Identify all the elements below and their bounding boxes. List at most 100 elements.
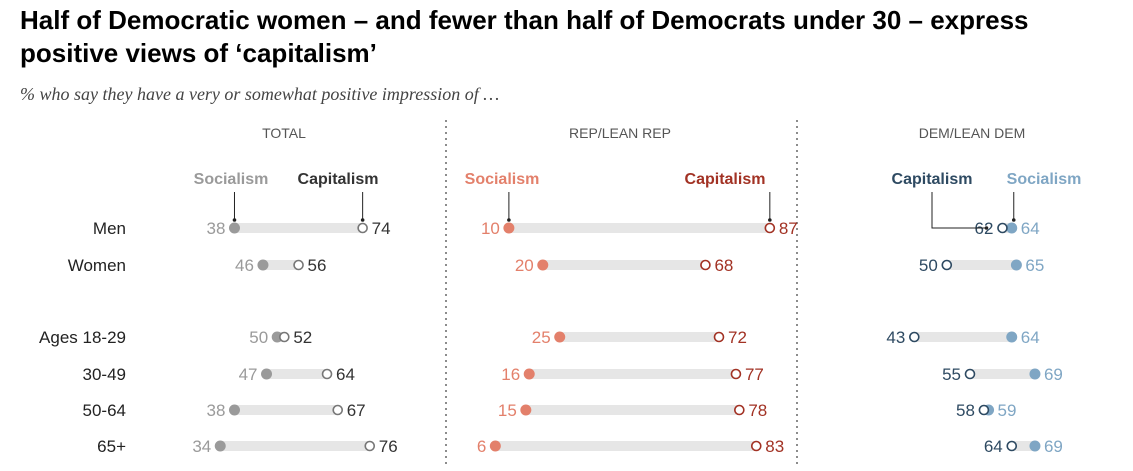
legend-label-socialism: Socialism [465, 171, 540, 188]
capitalism-value: 87 [779, 219, 798, 238]
range-bar [970, 369, 1035, 379]
legend-leader-capitalism [931, 192, 987, 229]
capitalism-value: 43 [886, 328, 905, 347]
range-bar [266, 369, 328, 379]
socialism-value: 20 [515, 256, 534, 275]
legend-leader-end [768, 218, 772, 222]
socialism-value: 64 [1021, 219, 1040, 238]
socialism-value: 59 [998, 401, 1017, 420]
legend-leader-end [360, 218, 365, 222]
panel-title: REP/LEAN REP [569, 125, 671, 141]
socialism-dot [228, 222, 240, 234]
capitalism-value: 74 [372, 219, 391, 238]
legend-label-capitalism: Capitalism [298, 171, 379, 188]
socialism-dot [214, 440, 226, 452]
socialism-value: 38 [207, 401, 226, 420]
capitalism-dot [750, 440, 762, 452]
panel-title: DEM/LEAN DEM [919, 125, 1026, 141]
socialism-dot [1029, 440, 1041, 452]
capitalism-value: 52 [293, 328, 312, 347]
legend-label-capitalism: Capitalism [892, 171, 973, 188]
socialism-dot [1006, 331, 1018, 343]
capitalism-dot [941, 259, 953, 271]
range-bar [508, 223, 770, 233]
capitalism-value: 83 [765, 437, 784, 456]
socialism-dot [520, 404, 532, 416]
capitalism-value: 76 [379, 437, 398, 456]
legend-label-capitalism: Capitalism [685, 171, 766, 188]
capitalism-dot [357, 222, 368, 234]
legend-leader-end [507, 218, 511, 222]
capitalism-dot [909, 331, 920, 343]
capitalism-value: 78 [748, 401, 767, 420]
socialism-value: 50 [249, 328, 268, 347]
socialism-value: 25 [532, 328, 551, 347]
legend-label-socialism: Socialism [194, 171, 269, 188]
socialism-dot [554, 331, 566, 343]
socialism-dot [257, 259, 269, 271]
capitalism-dot [700, 259, 711, 271]
range-bar [1011, 441, 1035, 451]
range-bar [234, 223, 363, 233]
capitalism-value: 55 [942, 365, 961, 384]
socialism-value: 6 [477, 437, 486, 456]
socialism-value: 38 [207, 219, 226, 238]
capitalism-dot [730, 368, 742, 380]
socialism-value: 46 [235, 256, 254, 275]
range-bar [946, 260, 1017, 270]
capitalism-value: 56 [308, 256, 327, 275]
panel-title: TOTAL [262, 125, 306, 141]
capitalism-dot [997, 222, 1008, 234]
capitalism-dot [964, 368, 976, 380]
socialism-dot [1029, 368, 1041, 380]
row-label: Ages 18-29 [39, 328, 126, 347]
capitalism-value: 58 [956, 401, 975, 420]
socialism-value: 34 [192, 437, 211, 456]
legend-label-socialism: Socialism [1007, 171, 1082, 188]
capitalism-value: 72 [728, 328, 747, 347]
range-bar [529, 369, 736, 379]
row-label: 50-64 [83, 401, 126, 420]
socialism-dot [503, 222, 515, 234]
socialism-value: 10 [481, 219, 500, 238]
range-bar [525, 405, 740, 415]
socialism-dot [489, 440, 501, 452]
socialism-dot [1006, 222, 1018, 234]
capitalism-dot [321, 368, 333, 380]
socialism-dot [523, 368, 535, 380]
socialism-value: 47 [239, 365, 258, 384]
socialism-value: 69 [1044, 365, 1063, 384]
chart-subtitle: % who say they have a very or somewhat p… [20, 84, 500, 104]
capitalism-dot [713, 331, 725, 343]
capitalism-dot [332, 404, 344, 416]
socialism-value: 16 [501, 365, 520, 384]
row-label: 30-49 [83, 365, 126, 384]
range-bar [495, 441, 757, 451]
capitalism-dot [279, 331, 290, 343]
capitalism-value: 64 [336, 365, 355, 384]
capitalism-dot [764, 222, 776, 234]
chart-title: Half of Democratic women – and fewer tha… [20, 5, 1029, 68]
legend-leader-end [1011, 218, 1016, 222]
capitalism-value: 67 [347, 401, 366, 420]
capitalism-dot [734, 404, 745, 416]
socialism-value: 15 [498, 401, 517, 420]
row-label: Men [93, 219, 126, 238]
socialism-dot [228, 404, 240, 416]
range-bar [220, 441, 370, 451]
range-bar [542, 260, 706, 270]
range-bar [234, 405, 338, 415]
legend-leader-end [232, 218, 237, 222]
range-bar [559, 332, 719, 342]
row-label: 65+ [97, 437, 126, 456]
legend-leader-end [984, 226, 989, 230]
socialism-value: 65 [1025, 256, 1044, 275]
capitalism-value: 64 [984, 437, 1003, 456]
capitalism-dot [364, 440, 376, 452]
socialism-dot [537, 259, 549, 271]
capitalism-value: 77 [745, 365, 764, 384]
range-bar [262, 260, 299, 270]
capitalism-dot [1006, 440, 1018, 452]
capitalism-value: 68 [714, 256, 733, 275]
